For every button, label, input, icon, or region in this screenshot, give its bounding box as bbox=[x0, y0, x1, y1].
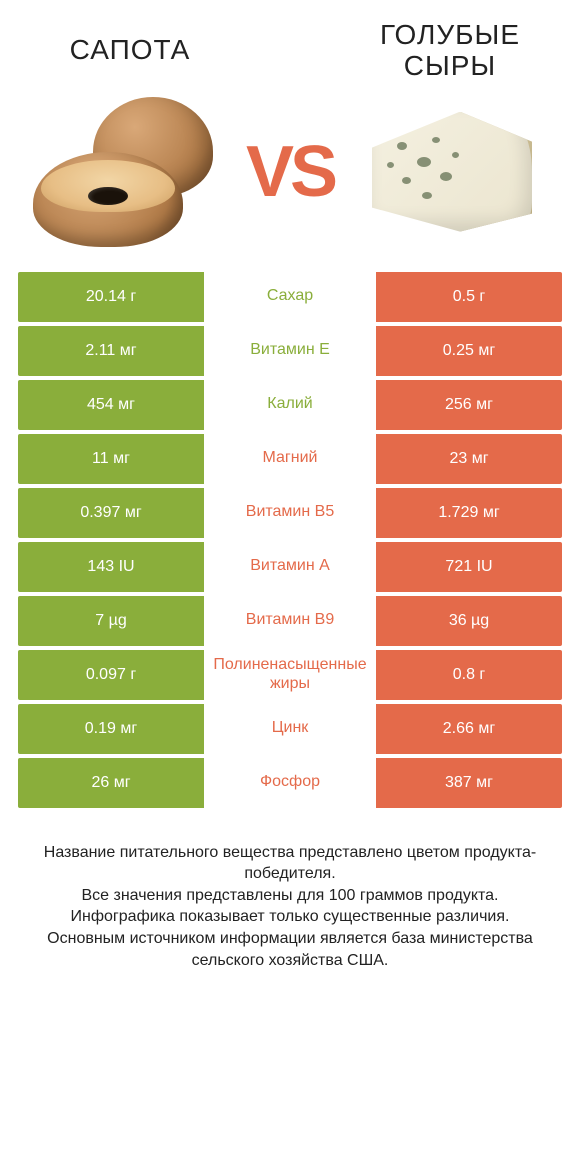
left-value: 143 IU bbox=[18, 542, 204, 592]
left-value: 26 мг bbox=[18, 758, 204, 808]
table-row: 0.097 гПолиненасыщенные жиры0.8 г bbox=[18, 650, 562, 700]
blue-cheese-illustration bbox=[344, 92, 560, 252]
nutrient-label: Витамин E bbox=[208, 326, 372, 376]
table-row: 454 мгКалий256 мг bbox=[18, 380, 562, 430]
hero-row: VS bbox=[0, 82, 580, 272]
nutrient-label: Калий bbox=[208, 380, 372, 430]
nutrient-label: Фосфор bbox=[208, 758, 372, 808]
right-value: 0.8 г bbox=[376, 650, 562, 700]
comparison-table: 20.14 гСахар0.5 г2.11 мгВитамин E0.25 мг… bbox=[0, 272, 580, 808]
nutrient-label: Витамин A bbox=[208, 542, 372, 592]
right-value: 23 мг bbox=[376, 434, 562, 484]
right-value: 721 IU bbox=[376, 542, 562, 592]
footer-notes: Название питательного вещества представл… bbox=[0, 812, 580, 972]
left-value: 454 мг bbox=[18, 380, 204, 430]
right-value: 0.5 г bbox=[376, 272, 562, 322]
nutrient-label: Цинк bbox=[208, 704, 372, 754]
nutrient-label: Витамин B9 bbox=[208, 596, 372, 646]
right-value: 256 мг bbox=[376, 380, 562, 430]
left-value: 0.097 г bbox=[18, 650, 204, 700]
right-value: 1.729 мг bbox=[376, 488, 562, 538]
table-row: 11 мгМагний23 мг bbox=[18, 434, 562, 484]
table-row: 7 µgВитамин B936 µg bbox=[18, 596, 562, 646]
table-row: 0.397 мгВитамин B51.729 мг bbox=[18, 488, 562, 538]
footer-line: Название питательного вещества представл… bbox=[28, 842, 552, 885]
table-row: 20.14 гСахар0.5 г bbox=[18, 272, 562, 322]
nutrient-label: Полиненасыщенные жиры bbox=[208, 650, 372, 700]
table-row: 143 IUВитамин A721 IU bbox=[18, 542, 562, 592]
table-row: 26 мгФосфор387 мг bbox=[18, 758, 562, 808]
right-value: 387 мг bbox=[376, 758, 562, 808]
table-row: 2.11 мгВитамин E0.25 мг bbox=[18, 326, 562, 376]
left-value: 11 мг bbox=[18, 434, 204, 484]
left-value: 0.19 мг bbox=[18, 704, 204, 754]
table-row: 0.19 мгЦинк2.66 мг bbox=[18, 704, 562, 754]
vs-label: VS bbox=[246, 131, 334, 213]
right-value: 0.25 мг bbox=[376, 326, 562, 376]
left-product-title: САПОТА bbox=[10, 35, 250, 66]
right-value: 2.66 мг bbox=[376, 704, 562, 754]
left-value: 20.14 г bbox=[18, 272, 204, 322]
title-row: САПОТА ГОЛУБЫЕ СЫРЫ bbox=[0, 0, 580, 82]
right-product-title: ГОЛУБЫЕ СЫРЫ bbox=[330, 20, 570, 82]
right-value: 36 µg bbox=[376, 596, 562, 646]
footer-line: Все значения представлены для 100 граммо… bbox=[28, 885, 552, 907]
left-value: 7 µg bbox=[18, 596, 204, 646]
footer-line: Основным источником информации является … bbox=[28, 928, 552, 971]
nutrient-label: Витамин B5 bbox=[208, 488, 372, 538]
left-value: 2.11 мг bbox=[18, 326, 204, 376]
left-value: 0.397 мг bbox=[18, 488, 204, 538]
nutrient-label: Сахар bbox=[208, 272, 372, 322]
infographic-root: САПОТА ГОЛУБЫЕ СЫРЫ VS bbox=[0, 0, 580, 971]
footer-line: Инфографика показывает только существенн… bbox=[28, 906, 552, 928]
sapota-illustration bbox=[20, 92, 236, 252]
nutrient-label: Магний bbox=[208, 434, 372, 484]
